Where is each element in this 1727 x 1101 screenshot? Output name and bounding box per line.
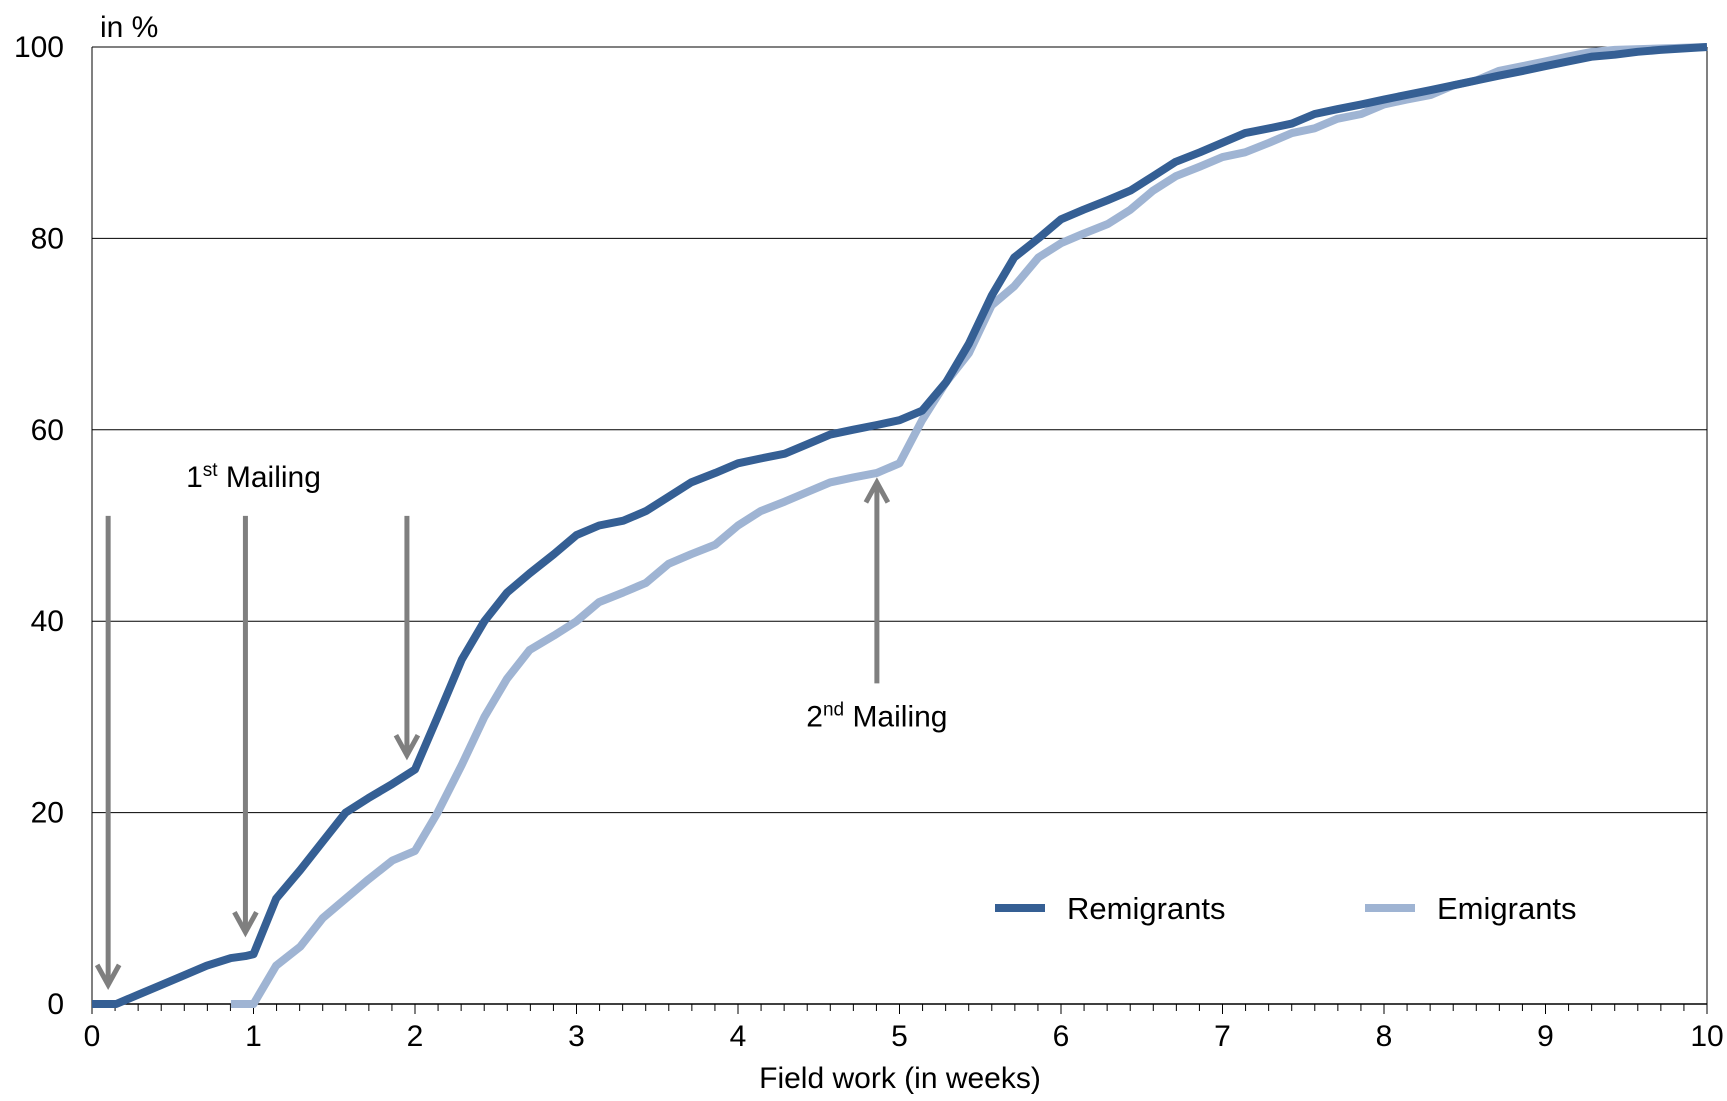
y-tick-label: 100 (14, 31, 64, 64)
x-tick-label: 0 (84, 1020, 101, 1053)
x-axis-label: Field work (in weeks) (759, 1062, 1041, 1095)
gridlines (92, 46, 1707, 814)
legend: Remigrants Emigrants (995, 891, 1577, 926)
y-tick-label: 20 (31, 797, 64, 830)
legend-item-remigrants: Remigrants (995, 891, 1226, 926)
arrow-head (232, 911, 259, 938)
y-tick-label: 0 (47, 988, 64, 1021)
x-tick-label: 1 (245, 1020, 262, 1053)
annotation-arrow (232, 515, 259, 938)
annotation-arrow (863, 477, 891, 684)
arrow-head (863, 477, 891, 504)
annotation-arrow (393, 515, 421, 761)
series-lines (92, 43, 1708, 1008)
x-tick-label: 6 (1053, 1020, 1070, 1053)
annotation-arrow (94, 515, 122, 991)
x-tick-label: 3 (568, 1020, 585, 1053)
annotation-arrows (94, 477, 891, 991)
tick-labels: 0 20 40 60 80 100 0 1 2 3 4 5 6 7 8 9 10 (14, 31, 1724, 1053)
annotation-mailing2: 2nd Mailing (806, 699, 947, 733)
x-tick-label: 10 (1690, 1020, 1723, 1053)
x-tick-label: 9 (1537, 1020, 1554, 1053)
x-tick-label: 4 (730, 1020, 747, 1053)
y-axis-label: in % (100, 11, 158, 44)
x-tick-label: 5 (891, 1020, 908, 1053)
series-line-remigrants (92, 43, 1708, 1008)
arrow-head (94, 963, 122, 991)
x-tick-label: 7 (1214, 1020, 1231, 1053)
arrow-head (393, 733, 421, 761)
y-tick-label: 80 (31, 222, 64, 255)
legend-label: Emigrants (1437, 891, 1577, 926)
y-tick-label: 60 (31, 414, 64, 447)
x-tick-label: 2 (407, 1020, 424, 1053)
legend-label: Remigrants (1067, 891, 1226, 926)
y-tick-label: 40 (31, 605, 64, 638)
x-tick-label: 8 (1376, 1020, 1393, 1053)
annotation-mailing1: 1st Mailing (186, 460, 321, 494)
legend-item-emigrants: Emigrants (1365, 891, 1577, 926)
annotations: 1st Mailing 2nd Mailing (186, 460, 947, 733)
